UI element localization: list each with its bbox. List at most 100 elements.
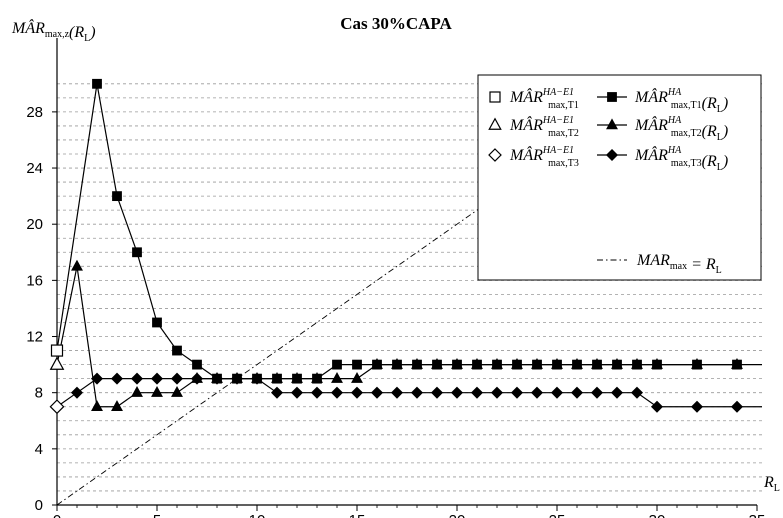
data-point-diamond — [110, 372, 124, 385]
data-point-diamond — [49, 399, 65, 415]
data-point-triangle — [111, 400, 123, 411]
y-tick-label: 0 — [35, 497, 43, 514]
data-point-square — [607, 92, 617, 102]
data-point-diamond — [310, 386, 324, 399]
legend-label: MARmax = RL — [636, 252, 722, 276]
data-point-triangle — [488, 117, 502, 130]
legend: MÂRHA−E1 max,T1 MÂRHA max,T1(RL) MÂRHA−E1 max… — [477, 74, 762, 281]
data-point-triangle — [311, 372, 323, 383]
data-point-diamond — [470, 386, 484, 399]
data-point-diamond — [570, 386, 584, 399]
x-axis-label: RL — [763, 474, 780, 494]
data-point-diamond — [605, 148, 619, 162]
data-point-diamond — [488, 148, 502, 162]
y-tick-label: 12 — [26, 329, 43, 346]
data-point-diamond — [130, 372, 144, 385]
legend-label: MÂRHA−E1 max,T3 — [509, 145, 579, 169]
data-point-triangle — [171, 386, 183, 397]
data-point-triangle — [151, 386, 163, 397]
legend-label: MÂRHA−E1 max,T1 — [509, 87, 579, 111]
data-point-diamond — [650, 400, 664, 413]
x-tick-label: 10 — [249, 512, 266, 518]
data-point-square — [352, 359, 362, 370]
data-point-diamond — [90, 372, 104, 385]
data-point-triangle — [391, 357, 403, 369]
legend-item-left-1: MÂRHA−E1 max,T1 — [489, 87, 579, 111]
data-point-diamond — [630, 386, 644, 399]
data-point-triangle — [71, 259, 83, 271]
data-point-diamond — [150, 372, 164, 385]
data-point-diamond — [610, 386, 624, 399]
x-tick-label: 20 — [449, 512, 466, 518]
legend-item-left-3: MÂRHA−E1 max,T3 — [488, 145, 579, 169]
legend-label: MÂRHA max,T2(RL) — [634, 115, 728, 143]
data-point-diamond — [70, 386, 84, 399]
data-point-diamond — [430, 386, 444, 399]
x-tick-label: 35 — [749, 512, 766, 518]
data-point-diamond — [350, 386, 364, 399]
data-point-square — [92, 78, 102, 89]
x-tick-label: 25 — [549, 512, 566, 518]
data-point-diamond — [490, 386, 504, 399]
data-point-diamond — [390, 386, 404, 399]
data-point-triangle — [291, 372, 303, 383]
data-point-triangle — [351, 372, 363, 383]
legend-item-right-3: MÂRHA max,T3(RL) — [597, 145, 728, 173]
data-point-diamond — [270, 386, 284, 399]
data-point-diamond — [550, 386, 564, 399]
isolated-points — [49, 344, 65, 415]
data-point-triangle — [531, 357, 543, 369]
axis-ticks: 0 4 8 12 16 20 24 28 0 5 10 15 20 25 30 35 — [26, 104, 765, 518]
data-point-triangle — [731, 357, 743, 369]
data-point-diamond — [330, 386, 344, 399]
data-point-triangle — [271, 372, 283, 383]
data-point-diamond — [290, 386, 304, 399]
series-3 — [50, 372, 744, 413]
data-point-triangle — [431, 357, 443, 369]
data-point-square — [489, 91, 501, 103]
data-point-triangle — [331, 372, 343, 383]
data-point-diamond — [190, 372, 204, 385]
y-axis-title: MÂRmax,z(RL) — [11, 18, 96, 44]
chart-title: Cas 30%CAPA — [340, 14, 452, 33]
data-point-square — [172, 345, 182, 356]
legend-item-right-2: MÂRHA max,T2(RL) — [597, 115, 728, 143]
data-point-diamond — [210, 372, 224, 385]
data-point-triangle — [491, 357, 503, 369]
data-point-triangle — [591, 357, 603, 369]
data-point-diamond — [410, 386, 424, 399]
data-point-diamond — [590, 386, 604, 399]
data-point-diamond — [170, 372, 184, 385]
legend-item-right-1: MÂRHA max,T1(RL) — [597, 87, 728, 115]
data-point-triangle — [691, 357, 703, 369]
data-point-square — [192, 359, 202, 370]
data-point-square — [332, 359, 342, 370]
y-tick-label: 4 — [35, 441, 43, 458]
data-point-square — [132, 247, 142, 258]
data-point-diamond — [370, 386, 384, 399]
data-point-triangle — [631, 357, 643, 369]
x-tick-label: 5 — [153, 512, 161, 518]
data-point-triangle — [511, 357, 523, 369]
data-point-triangle — [606, 118, 618, 130]
data-point-diamond — [530, 386, 544, 399]
x-tick-label: 15 — [349, 512, 366, 518]
legend-box — [477, 74, 762, 281]
x-tick-label: 0 — [53, 512, 61, 518]
legend-label: MÂRHA−E1 max,T2 — [509, 115, 579, 139]
data-point-triangle — [371, 357, 383, 369]
y-tick-label: 16 — [26, 272, 43, 289]
data-point-triangle — [471, 357, 483, 369]
legend-label: MÂRHA max,T3(RL) — [634, 145, 728, 173]
x-axis-title: RL — [763, 474, 780, 494]
legend-item-left-2: MÂRHA−E1 max,T2 — [488, 115, 579, 139]
y-tick-label: 8 — [35, 385, 43, 402]
data-point-triangle — [131, 386, 143, 397]
data-point-triangle — [49, 356, 65, 370]
data-point-diamond — [450, 386, 464, 399]
data-point-triangle — [651, 357, 663, 369]
x-tick-label: 30 — [649, 512, 666, 518]
data-point-triangle — [551, 357, 563, 369]
data-point-triangle — [611, 357, 623, 369]
